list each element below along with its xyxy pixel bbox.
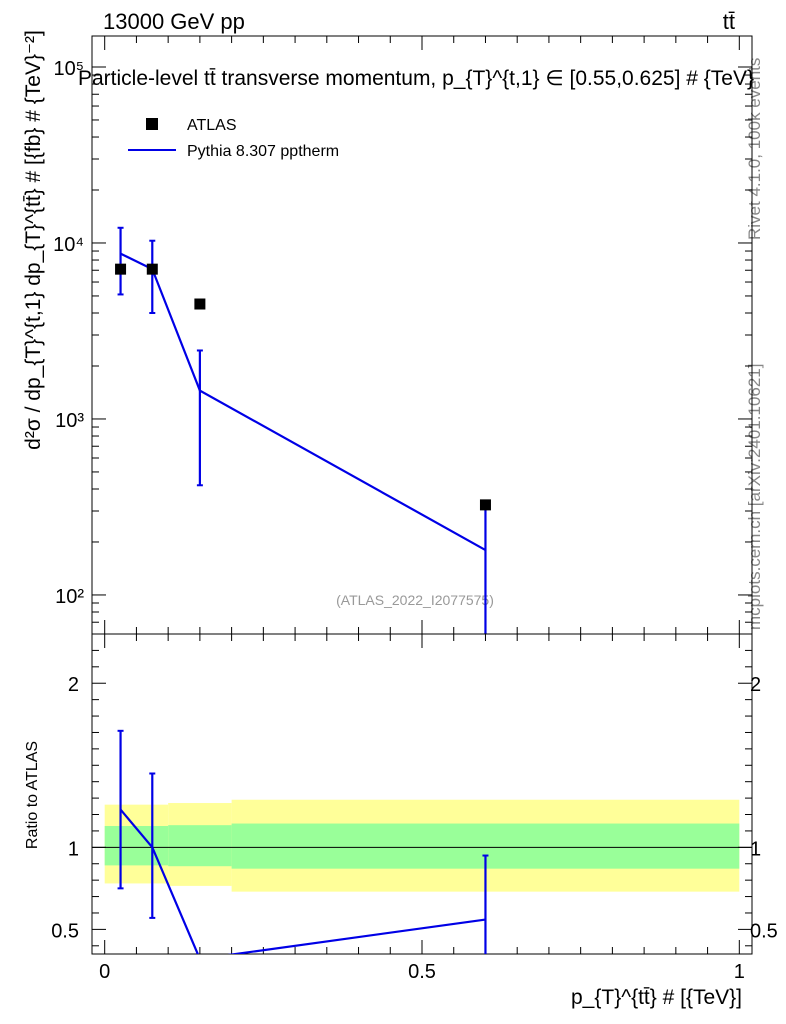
- main-y-tick-labels: 10² 10³ 10⁴ 10⁵: [53, 58, 84, 608]
- ratio-uncertainty-bands: [104, 799, 740, 892]
- x-tick-label: 1: [734, 961, 745, 983]
- main-y-tick-label: 10⁴: [53, 234, 84, 256]
- ratio-y-tick-label-right: 0.5: [750, 920, 778, 942]
- ratio-inner-band: [168, 825, 232, 867]
- ratio-axis-ticks: [92, 634, 752, 954]
- legend-atlas-label: ATLAS: [187, 117, 237, 134]
- main-title: Particle-level tt̄ transverse momentum, …: [78, 67, 754, 90]
- ratio-y-tick-labels: 0.5 0.5 1 1 2 2: [51, 674, 778, 942]
- main-y-tick-label: 10⁵: [53, 58, 84, 80]
- header-right: tt̄: [723, 9, 735, 34]
- ratio-y-tick-label: 0.5: [51, 920, 79, 942]
- ratio-series: [117, 729, 489, 954]
- ratio-y-axis-label: Ratio to ATLAS: [24, 741, 41, 849]
- ratio-panel-frame: [91, 633, 753, 955]
- x-tick-label: 0: [99, 961, 110, 983]
- main-axis-ticks: [92, 36, 752, 635]
- x-tick-labels: 0 0.5 1: [99, 961, 745, 983]
- main-series: [115, 226, 491, 634]
- main-y-tick-label: 10²: [55, 586, 84, 608]
- rivet-label: Rivet 4.1.0, 100k events: [745, 58, 764, 240]
- main-y-tick-label: 10³: [55, 410, 84, 432]
- pythia-line: [120, 252, 486, 551]
- ratio-y-tick-label: 2: [68, 674, 79, 696]
- legend-pythia-label: Pythia 8.307 pptherm: [187, 143, 339, 160]
- x-tick-label: 0.5: [408, 961, 436, 983]
- atlas-data-point: [146, 263, 158, 275]
- x-axis-label: p_{T}^{tt̄} # [{TeV}]: [571, 986, 742, 1009]
- atlas-data-point: [479, 499, 491, 511]
- atlas-data-point: [194, 298, 206, 310]
- ratio-pythia-line: [119, 808, 486, 954]
- header-left: 13000 GeV pp: [103, 9, 245, 34]
- analysis-watermark: (ATLAS_2022_I2077575): [336, 592, 494, 608]
- atlas-data-point: [115, 263, 127, 275]
- ratio-y-tick-label: 1: [68, 838, 79, 860]
- legend-atlas-marker: [146, 118, 158, 130]
- ratio-y-tick-label-right: 1: [750, 838, 761, 860]
- mcplots-label: mcplots.cern.ch [arXiv:2401.10621]: [745, 364, 764, 630]
- ratio-y-tick-label-right: 2: [750, 674, 761, 696]
- main-y-axis-label: d²σ / dp_{T}^{t,1} dp_{T}^{tt̄} # [{fb} …: [22, 30, 45, 450]
- legend: ATLAS Pythia 8.307 pptherm: [128, 117, 339, 160]
